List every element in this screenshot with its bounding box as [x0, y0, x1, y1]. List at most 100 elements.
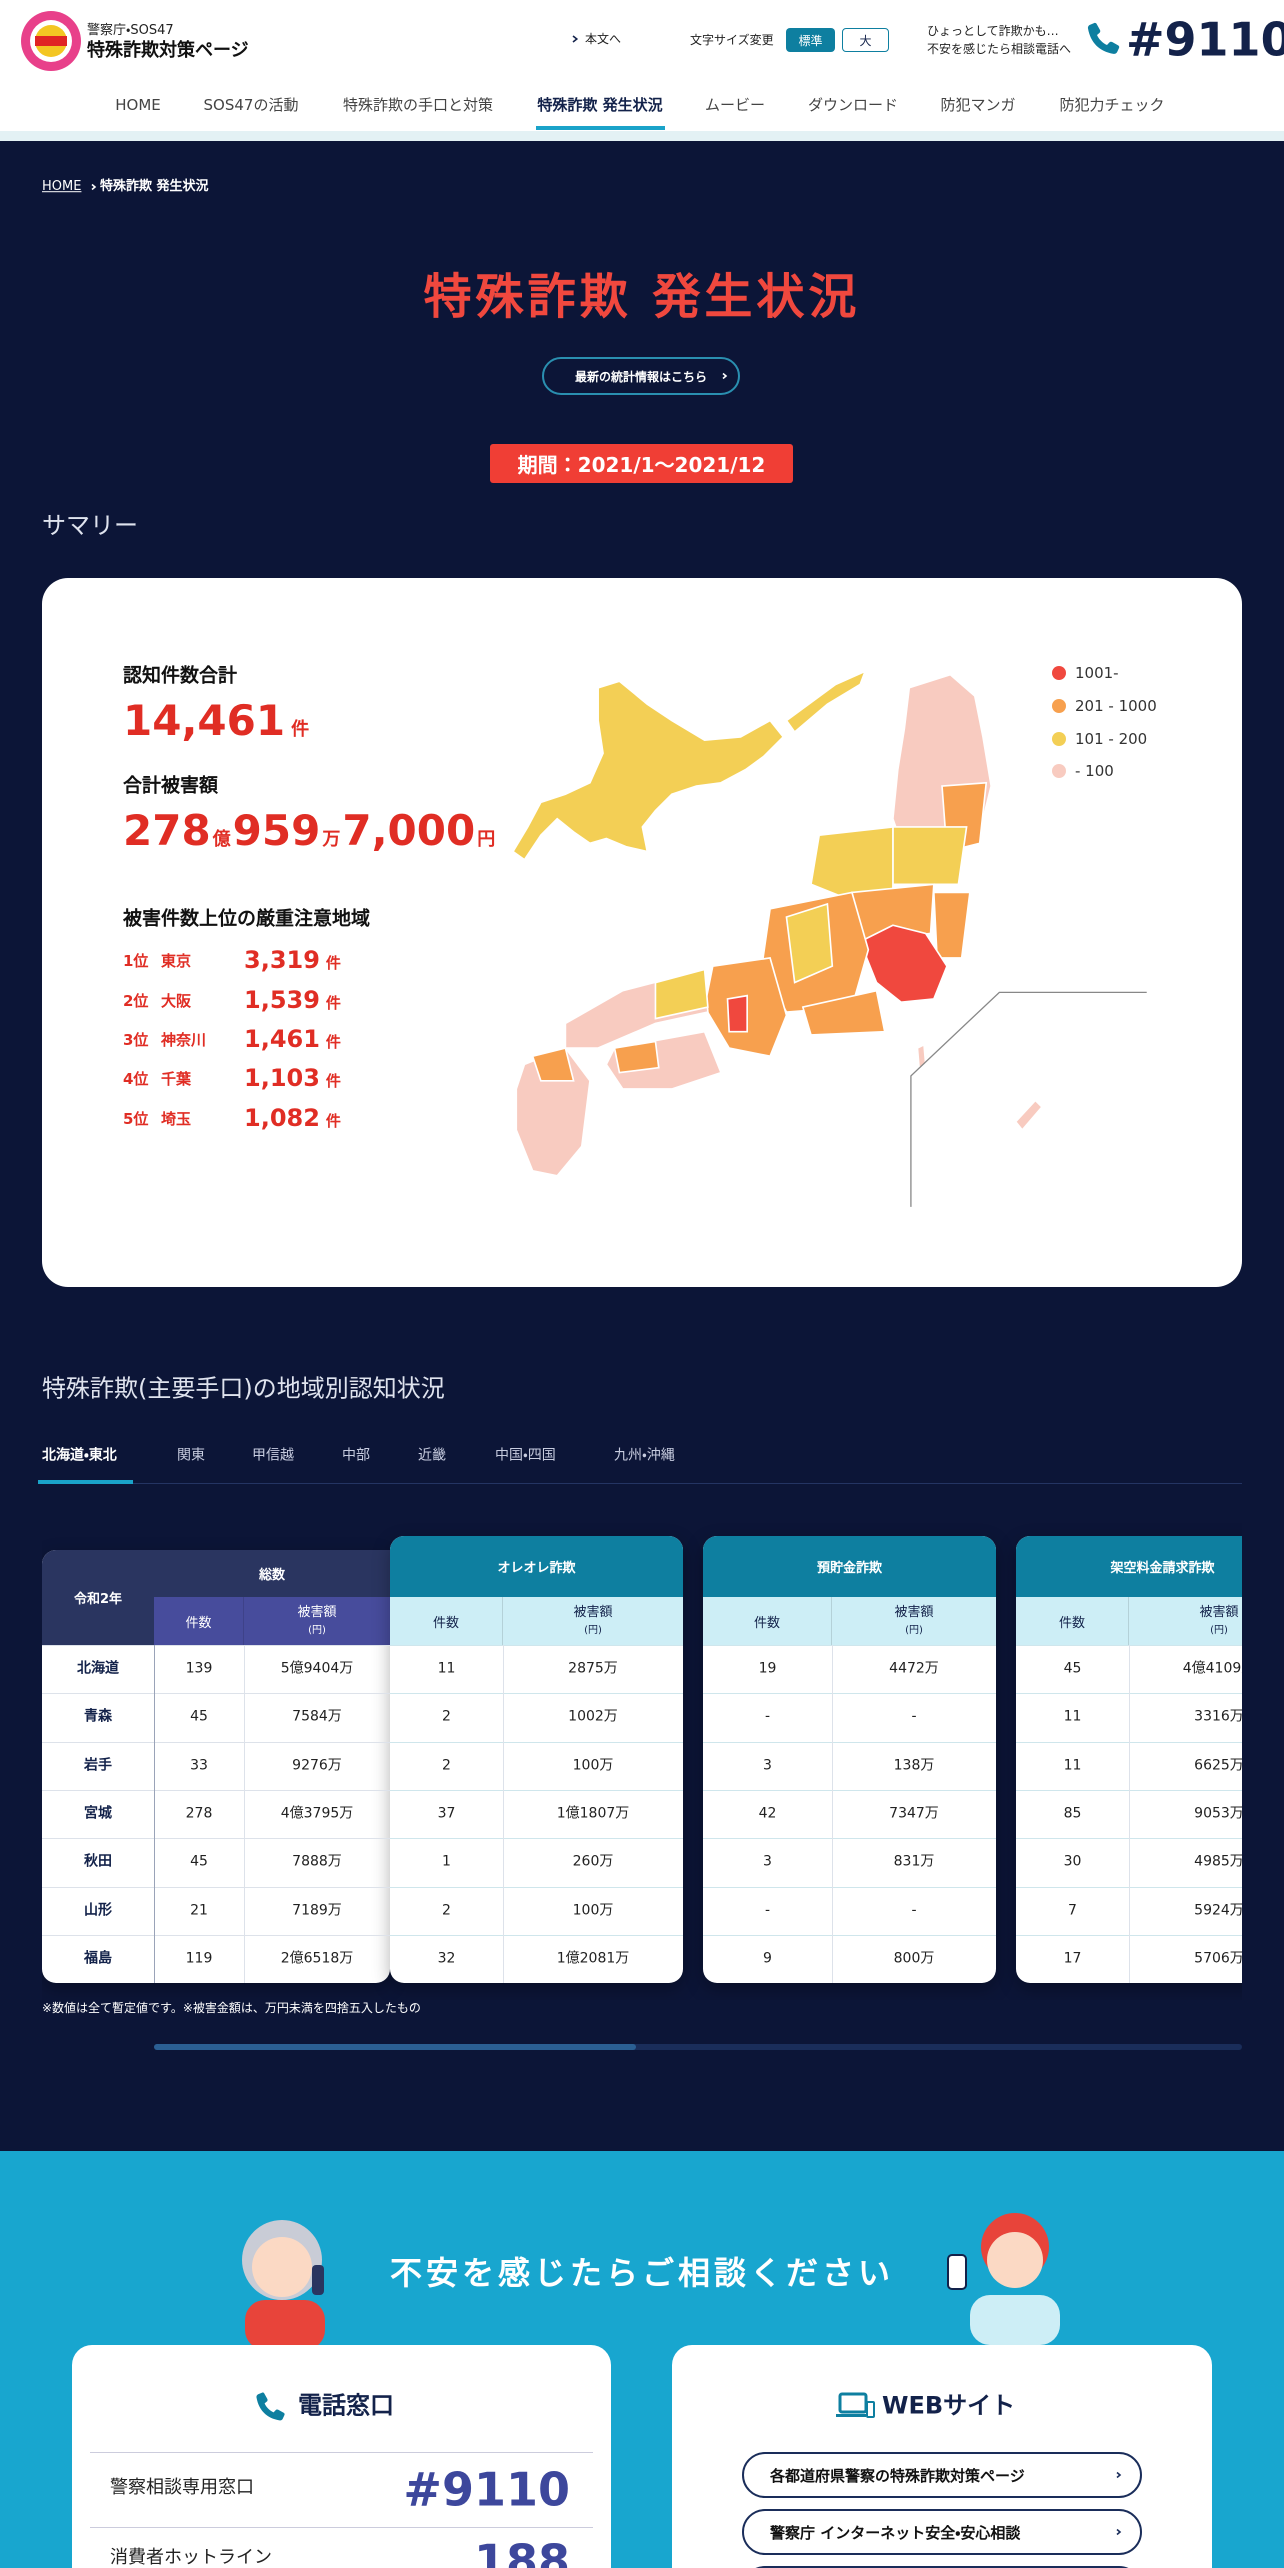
tab[interactable]: 北海道・東北	[42, 1447, 117, 1464]
col-divider	[154, 1645, 155, 1984]
mobile	[866, 2401, 875, 2418]
web-link[interactable]: 警察庁 インターネット安全・安心相談	[742, 2509, 1142, 2555]
skip-link[interactable]: 本文へ	[585, 31, 622, 46]
scroll-track[interactable]	[154, 2044, 1242, 2050]
amount-header: 被害額	[894, 1605, 934, 1621]
top-count: 3,319 件	[244, 948, 341, 972]
row-label: 岩手	[84, 1757, 112, 1774]
unit: 件	[325, 1072, 341, 1090]
header-phone: #9110	[1126, 12, 1284, 67]
sub-header: 件数	[1016, 1597, 1129, 1645]
row-line	[703, 1789, 996, 1791]
tab[interactable]: 九州・沖縄	[614, 1447, 675, 1464]
cell: 9	[763, 1950, 772, 1967]
nav-item[interactable]: 特殊詐欺 発生状況	[537, 96, 663, 114]
pc-icon	[836, 2392, 875, 2418]
nav-item[interactable]: SOS47の活動	[203, 96, 299, 114]
legend-label: 101 - 200	[1075, 730, 1148, 748]
unit: 件	[325, 954, 341, 972]
phone	[947, 2254, 967, 2290]
table-note: ※数値は全て暫定値です。※被害金額は、万円未満を四捨五入したもの	[42, 2000, 421, 2015]
cell: 260万	[572, 1853, 614, 1870]
phone-shape	[1087, 22, 1120, 54]
unit: 万	[322, 829, 341, 850]
font-size-button[interactable]: 標準	[786, 28, 835, 52]
nav-item[interactable]: ダウンロード	[807, 96, 899, 114]
count-header: 件数	[185, 1615, 212, 1631]
cases-total: 14,461 件	[123, 700, 309, 742]
legend-label: 201 - 1000	[1075, 697, 1157, 715]
tab[interactable]: 甲信越	[252, 1447, 294, 1464]
sub-header: 被害額 (円)	[832, 1597, 996, 1645]
web-link[interactable]: 各都道府県警察の特殊詐欺対策ページ	[742, 2452, 1142, 2498]
nav-item[interactable]: 防犯マンガ	[940, 96, 1016, 114]
amount-unit: (円)	[1210, 1624, 1228, 1636]
cell: 1億1807万	[556, 1805, 630, 1822]
cell: 30	[1063, 1853, 1082, 1870]
font-size-button[interactable]: 大	[842, 28, 889, 52]
damage-total: 278 億 959 万 7,000 円	[123, 810, 497, 852]
table-scroll: 令和2年 総数 件数 被害額 (円) オレオレ詐欺 件数 被害額 (円) 預貯金詐欺 件数 被害額 (円…	[42, 1520, 1242, 2000]
cell: 5億9404万	[280, 1660, 354, 1677]
stats-link[interactable]: 最新の統計情報はこちら	[542, 357, 740, 395]
cell: 7888万	[292, 1853, 342, 1870]
screen	[838, 2392, 868, 2414]
rank: 5位	[123, 1110, 149, 1128]
cell: 45	[1063, 1660, 1082, 1677]
legend-dot	[1052, 732, 1066, 746]
count: 1,082	[244, 1104, 320, 1132]
map-region	[531, 1047, 575, 1082]
logo	[21, 11, 81, 71]
legend-dot	[1052, 666, 1066, 680]
site-title: 特殊詐欺対策ページ	[87, 40, 249, 62]
unit: 件	[325, 1033, 341, 1051]
amount-header: 被害額	[297, 1605, 337, 1621]
tab[interactable]: 中部	[342, 1447, 370, 1464]
chevron-line	[1116, 2528, 1122, 2536]
nav-item[interactable]: ムービー	[704, 96, 766, 114]
consult-heading: 不安を感じたらご相談ください	[389, 2253, 895, 2292]
row-line	[703, 1886, 996, 1888]
breadcrumb-link[interactable]: HOME	[42, 179, 82, 195]
divider	[90, 2527, 593, 2528]
phone-row-label: 消費者ホットライン	[110, 2547, 272, 2568]
area: 東京	[161, 952, 192, 970]
cell: 100万	[572, 1902, 614, 1919]
row-label: 山形	[84, 1902, 112, 1919]
tab[interactable]: 中国・四国	[495, 1447, 556, 1464]
base	[836, 2414, 866, 2417]
nav-item[interactable]: 防犯力チェック	[1059, 96, 1165, 114]
cell: -	[764, 1902, 771, 1919]
col-divider	[832, 1645, 833, 1984]
phone-shape	[256, 2392, 285, 2421]
cell: 5706万	[1194, 1950, 1242, 1967]
card-title: 電話窓口	[298, 2391, 394, 2420]
cell: 9276万	[292, 1757, 342, 1774]
consult-text: ひょっとして詐欺かも…	[927, 23, 1059, 38]
cell: 800万	[893, 1950, 935, 1967]
count: 1,103	[244, 1064, 320, 1092]
tab[interactable]: 関東	[177, 1447, 205, 1464]
chevron	[1116, 2528, 1122, 2536]
nav-item[interactable]: 特殊詐欺の手口と対策	[342, 96, 494, 114]
scroll-thumb[interactable]	[154, 2044, 636, 2050]
area: 埼玉	[161, 1110, 192, 1128]
row-line	[42, 1886, 390, 1888]
tab-active-underline	[38, 1480, 133, 1484]
chevron-line	[722, 372, 728, 380]
tab[interactable]: 近畿	[418, 1447, 446, 1464]
count: 1,461	[244, 1025, 320, 1053]
font-size-label: 文字サイズ変更	[690, 32, 774, 47]
chevron-line	[1116, 2471, 1122, 2479]
phone-row-number: 188	[473, 2534, 570, 2568]
nav-item[interactable]: HOME	[115, 96, 161, 114]
row-line	[42, 1693, 390, 1695]
top-count: 1,082 件	[244, 1106, 341, 1130]
cell: 11	[1063, 1757, 1082, 1774]
legend-label: 1001-	[1075, 664, 1119, 682]
phone-icon	[256, 2392, 285, 2421]
sub-header: 被害額 (円)	[503, 1597, 683, 1645]
row-label: 秋田	[84, 1853, 112, 1870]
phone-card	[72, 2345, 611, 2568]
illustration-man	[947, 2213, 1060, 2345]
